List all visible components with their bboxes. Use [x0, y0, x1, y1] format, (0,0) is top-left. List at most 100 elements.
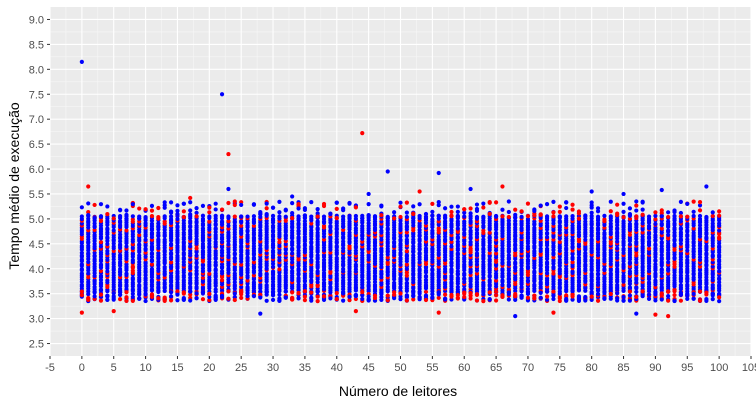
data-point — [258, 228, 263, 233]
data-point — [468, 211, 473, 216]
data-point — [589, 225, 594, 231]
data-point — [513, 260, 518, 265]
data-point — [640, 234, 645, 239]
x-tick-label: 100 — [710, 362, 728, 374]
data-point — [653, 242, 658, 247]
data-point — [360, 289, 365, 295]
data-point — [532, 282, 537, 287]
y-axis-title: Tempo médio de execução — [6, 102, 22, 270]
data-point — [149, 294, 155, 299]
data-point — [143, 276, 148, 281]
data-point — [659, 282, 664, 287]
data-point — [372, 215, 378, 220]
data-point — [672, 255, 677, 260]
data-point — [175, 243, 180, 249]
data-point — [640, 294, 645, 299]
data-point — [315, 269, 320, 274]
data-point — [627, 285, 633, 290]
data-point — [481, 228, 486, 233]
data-point — [200, 275, 206, 280]
data-point — [595, 206, 601, 211]
data-point — [411, 237, 416, 242]
data-point — [277, 267, 282, 272]
data-point — [334, 206, 339, 211]
data-point — [697, 285, 703, 290]
data-point — [436, 310, 441, 315]
data-point — [653, 258, 658, 263]
data-point — [436, 234, 441, 239]
data-point — [449, 209, 454, 215]
data-point — [105, 235, 110, 240]
data-point — [200, 213, 206, 218]
data-point — [710, 297, 715, 302]
data-point — [315, 226, 320, 231]
data-point — [226, 266, 231, 271]
data-point — [634, 239, 639, 245]
data-point — [168, 214, 174, 219]
data-point — [430, 292, 435, 297]
data-point — [232, 291, 237, 296]
data-point — [79, 289, 84, 294]
data-point — [666, 314, 671, 319]
data-point — [411, 216, 416, 221]
data-point — [194, 275, 199, 280]
x-tick-label: 40 — [331, 362, 343, 374]
data-point — [264, 201, 269, 206]
data-point — [697, 216, 703, 222]
data-point — [309, 221, 314, 226]
data-point — [162, 219, 167, 224]
data-point — [251, 223, 257, 228]
data-point — [207, 298, 212, 303]
data-point — [602, 296, 607, 301]
data-point — [290, 297, 295, 302]
data-point — [627, 216, 633, 221]
data-point — [634, 311, 639, 316]
data-point — [188, 275, 193, 280]
data-point — [589, 282, 594, 287]
data-point — [213, 232, 218, 238]
data-point — [200, 297, 206, 302]
data-point — [118, 232, 123, 237]
data-point — [92, 221, 97, 226]
data-point — [404, 298, 409, 303]
data-point — [704, 214, 709, 220]
data-point — [315, 299, 320, 304]
data-point — [449, 267, 454, 272]
x-tick-label: 5 — [111, 362, 117, 374]
data-point — [143, 237, 148, 242]
data-point — [213, 297, 218, 302]
x-tick-label: 90 — [649, 362, 661, 374]
data-point — [360, 250, 365, 255]
data-point — [672, 298, 677, 304]
data-point — [334, 243, 339, 249]
data-point — [417, 241, 422, 247]
data-point — [430, 267, 435, 272]
data-point — [92, 278, 97, 283]
data-point — [290, 290, 295, 295]
data-point — [264, 292, 269, 297]
data-point — [385, 284, 390, 290]
data-point — [270, 228, 276, 233]
data-point — [449, 244, 454, 249]
data-point — [481, 299, 486, 304]
data-point — [341, 278, 346, 283]
data-point — [481, 259, 486, 264]
data-point — [500, 278, 505, 283]
data-point — [398, 297, 403, 302]
data-point — [704, 298, 709, 303]
data-point — [583, 298, 588, 303]
data-point — [627, 278, 633, 283]
data-point — [487, 257, 492, 262]
data-point — [532, 269, 537, 274]
data-point — [678, 226, 684, 231]
data-point — [137, 216, 142, 221]
y-tick-label: 5.5 — [29, 189, 44, 201]
data-point — [710, 282, 715, 288]
data-point — [130, 202, 135, 207]
data-point — [551, 214, 556, 219]
data-point — [309, 298, 314, 303]
data-point — [506, 253, 511, 258]
x-tick-label: 50 — [394, 362, 406, 374]
data-point — [270, 232, 276, 238]
data-point — [404, 230, 409, 235]
